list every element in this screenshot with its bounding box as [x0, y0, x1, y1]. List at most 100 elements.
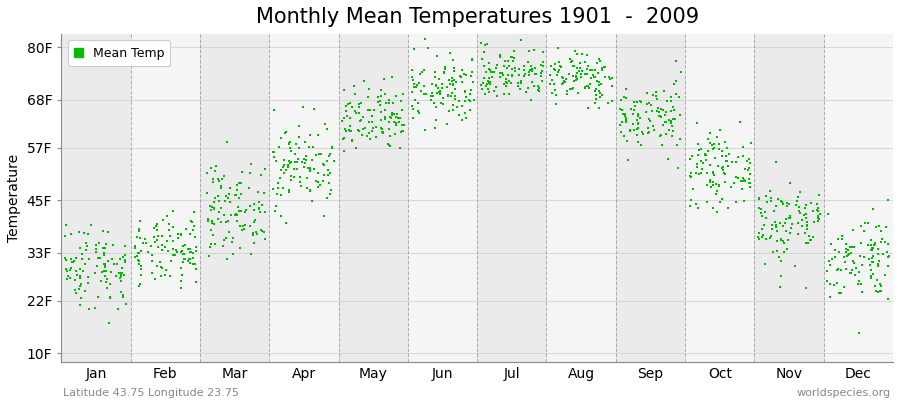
Point [477, 49, 491, 55]
Point [466, 96, 481, 103]
Point [78, 240, 93, 246]
Point [302, 144, 316, 150]
Point [640, 90, 654, 96]
Point [257, 209, 272, 215]
Point [303, 187, 318, 193]
Point [502, 78, 517, 84]
Point [356, 126, 371, 132]
Point [619, 117, 634, 124]
Point [525, 66, 539, 72]
Point [447, 77, 462, 83]
Point [395, 122, 410, 128]
Point [768, 208, 782, 214]
Point [652, 113, 667, 119]
Point [759, 214, 773, 221]
Point [327, 158, 341, 164]
Point [486, 69, 500, 76]
Point [837, 283, 851, 290]
Point [283, 157, 297, 164]
Point [320, 126, 334, 132]
Bar [61, 34, 130, 362]
Point [128, 254, 142, 260]
Point [67, 258, 81, 264]
Point [879, 224, 894, 230]
Point [144, 258, 158, 264]
Point [764, 194, 778, 201]
Point [719, 153, 733, 159]
Point [174, 264, 188, 271]
Point [716, 165, 730, 171]
Point [411, 100, 426, 106]
Point [206, 232, 220, 238]
Point [562, 70, 576, 77]
Point [479, 83, 493, 90]
Point [627, 99, 642, 106]
Point [731, 175, 745, 181]
Point [500, 65, 515, 71]
Point [621, 156, 635, 163]
Point [634, 141, 648, 148]
Point [59, 257, 74, 264]
Point [364, 112, 379, 119]
Point [648, 93, 662, 100]
Point [874, 283, 888, 289]
Point [428, 82, 443, 88]
Point [405, 89, 419, 96]
Point [758, 208, 772, 215]
Point [242, 185, 256, 191]
Point [383, 132, 398, 139]
Point [664, 98, 679, 104]
Point [605, 75, 619, 82]
Legend: Mean Temp: Mean Temp [68, 40, 170, 66]
Point [703, 178, 717, 185]
Point [513, 80, 527, 86]
Point [432, 89, 446, 95]
Point [433, 91, 447, 97]
Point [343, 100, 357, 106]
Point [212, 198, 227, 204]
Point [841, 253, 855, 259]
Point [589, 86, 603, 92]
Point [598, 64, 612, 70]
Point [793, 210, 807, 216]
Text: Latitude 43.75 Longitude 23.75: Latitude 43.75 Longitude 23.75 [63, 388, 239, 398]
Point [446, 65, 461, 71]
Point [704, 183, 718, 190]
Point [573, 74, 588, 80]
Point [288, 151, 302, 158]
Point [565, 85, 580, 92]
Point [302, 168, 317, 174]
Point [475, 86, 490, 92]
Point [490, 92, 504, 99]
Point [560, 88, 574, 95]
Point [233, 222, 248, 229]
Point [734, 178, 748, 184]
Point [880, 196, 895, 203]
Point [699, 170, 714, 176]
Point [689, 120, 704, 126]
Point [174, 231, 188, 238]
Point [752, 196, 766, 202]
Point [721, 162, 735, 169]
Point [407, 81, 421, 88]
Point [393, 98, 408, 104]
Point [320, 195, 335, 201]
Point [151, 244, 166, 251]
Point [393, 144, 408, 151]
Point [243, 170, 257, 176]
Point [589, 100, 603, 106]
Point [217, 173, 231, 179]
Bar [477, 34, 546, 362]
Point [374, 125, 388, 131]
Point [757, 222, 771, 229]
Point [132, 261, 147, 267]
Point [118, 257, 132, 264]
Point [382, 100, 396, 106]
Point [208, 241, 222, 247]
Point [222, 185, 237, 191]
Point [854, 281, 868, 288]
Point [582, 81, 597, 87]
Point [764, 233, 778, 240]
Point [254, 226, 268, 233]
Point [482, 80, 496, 86]
